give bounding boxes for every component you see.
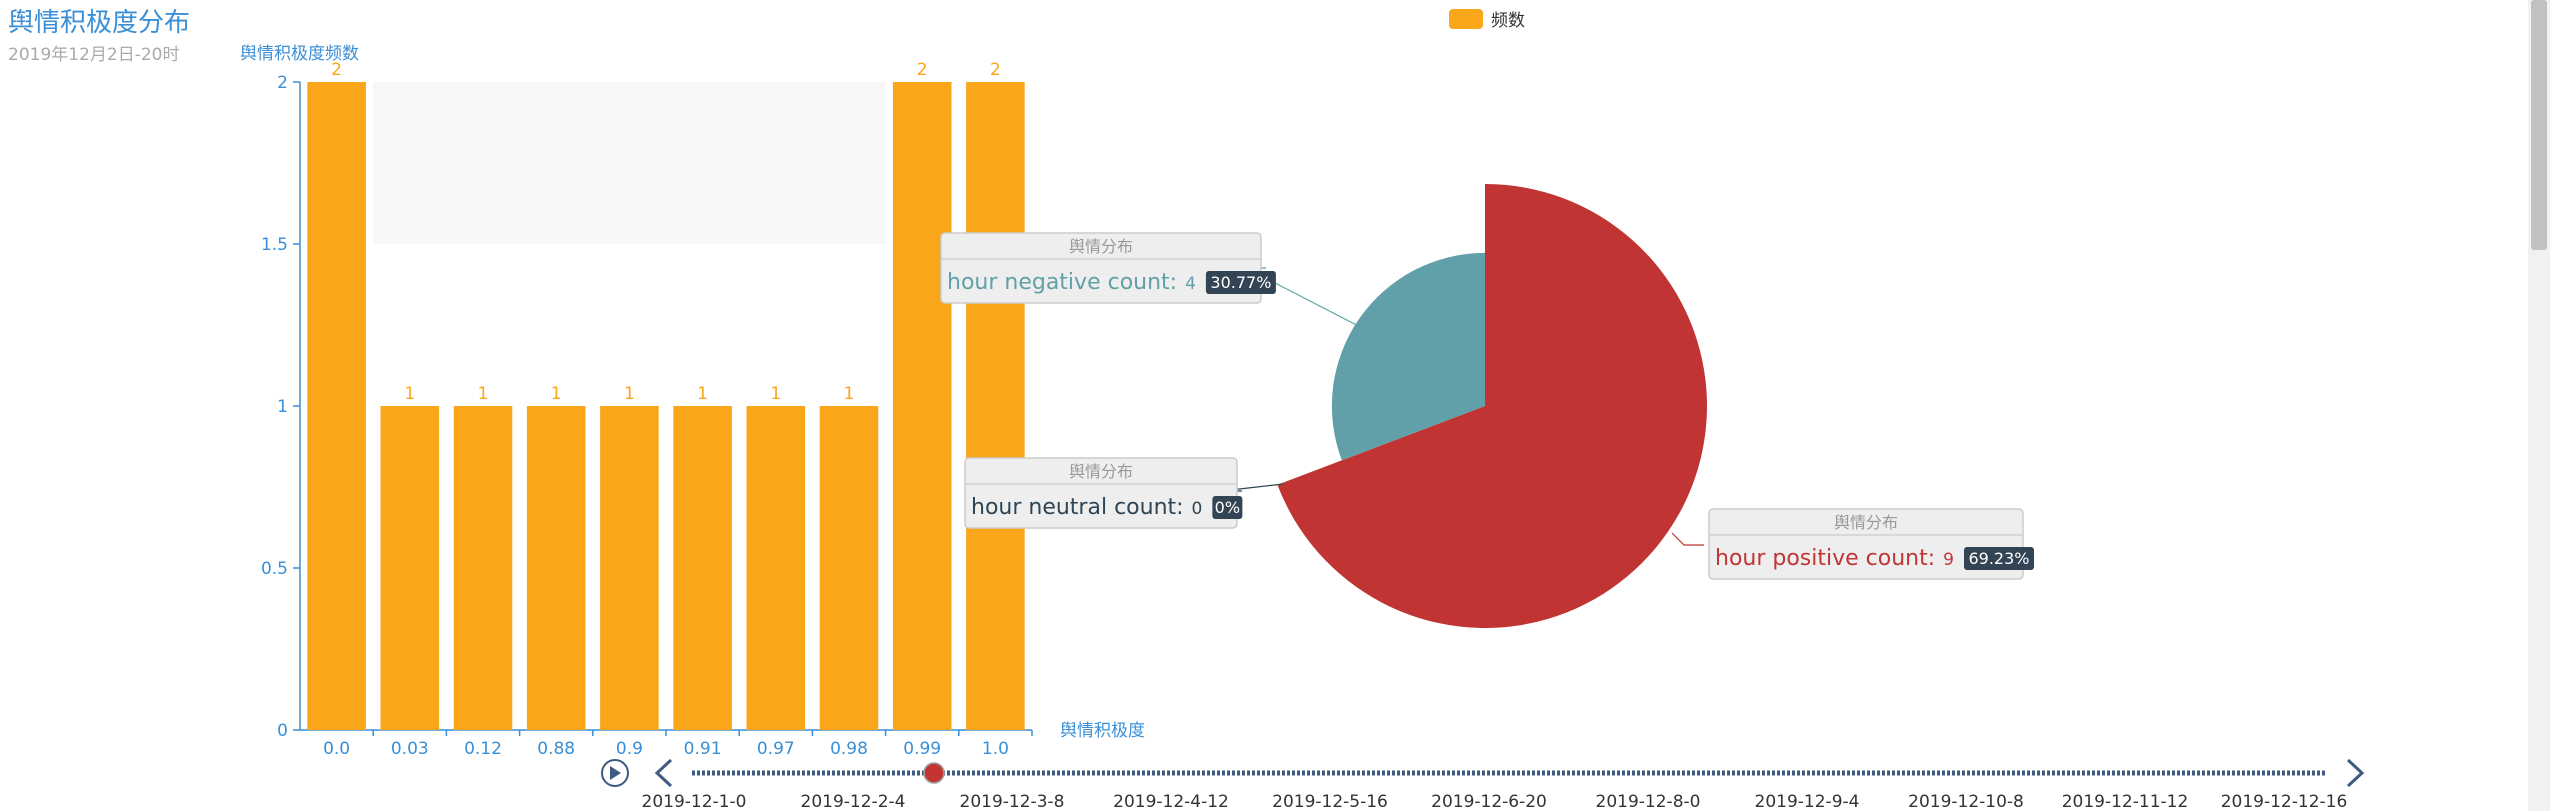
slice-percent-badge (1205, 271, 1276, 294)
bar[interactable] (966, 82, 1025, 730)
bar[interactable] (600, 406, 659, 730)
play-button[interactable] (601, 759, 629, 787)
bar-value-label: 1 (770, 384, 781, 404)
hover-shade (373, 82, 886, 244)
scrollbar-thumb[interactable] (2531, 0, 2547, 250)
prev-arrow-icon[interactable] (654, 758, 673, 788)
legend-label: 频数 (1491, 11, 1525, 31)
slice-value: 9 (1943, 550, 1954, 570)
timeline-label[interactable]: 2019-12-11-12 (2062, 792, 2189, 811)
bar-value-label: 1 (697, 384, 708, 404)
label-box-series-name: 舆情分布 (1069, 237, 1133, 256)
vertical-scrollbar[interactable] (2528, 0, 2550, 811)
timeline-current-marker[interactable] (923, 762, 945, 784)
bar-value-label: 1 (404, 384, 415, 404)
bar-value-label: 1 (844, 384, 855, 404)
timeline-label[interactable]: 2019-12-9-4 (1755, 792, 1860, 811)
x-tick-label: 0.0 (323, 739, 350, 759)
label-leader-line (1671, 532, 1704, 546)
timeline-label[interactable]: 2019-12-12-16 (2221, 792, 2348, 811)
bar[interactable] (892, 82, 952, 730)
y-tick-label: 1.5 (261, 235, 288, 255)
bar[interactable] (380, 406, 440, 730)
chart-title: 舆情积极度分布 (8, 8, 191, 38)
x-axis-label: 舆情积极度 (1060, 721, 1145, 741)
bar-value-label: 1 (478, 384, 489, 404)
label-box-series-name: 舆情分布 (1069, 462, 1133, 481)
bar-value-label: 1 (624, 384, 635, 404)
bar-value-label: 2 (331, 60, 342, 80)
bar[interactable] (453, 406, 513, 730)
y-axis-label: 舆情积极度频数 (240, 44, 359, 64)
timeline-label[interactable]: 2019-12-10-8 (1908, 792, 2024, 811)
legend[interactable]: 频数 (1449, 6, 1525, 31)
next-arrow-icon[interactable] (2346, 758, 2365, 788)
y-tick-label: 0 (277, 721, 288, 741)
slice-percent: 0% (1215, 498, 1240, 517)
timeline-label[interactable]: 2019-12-5-16 (1272, 792, 1388, 811)
pie-slice[interactable] (1331, 252, 1485, 461)
label-box (940, 232, 1262, 304)
bar[interactable] (673, 406, 732, 730)
play-icon[interactable] (610, 766, 621, 780)
slice-label: hour negative count: (947, 270, 1177, 295)
label-box (964, 457, 1238, 529)
slice-percent: 30.77% (1210, 273, 1271, 292)
timeline-label[interactable]: 2019-12-6-20 (1431, 792, 1547, 811)
slice-value: 0 (1192, 499, 1203, 519)
timeline-label[interactable]: 2019-12-4-12 (1113, 792, 1229, 811)
timeline-label[interactable]: 2019-12-2-4 (801, 792, 906, 811)
slice-label: hour positive count: (1715, 546, 1935, 571)
bar-value-label: 2 (917, 60, 928, 80)
y-tick-label: 1 (277, 397, 288, 417)
x-tick-label: 0.91 (684, 739, 722, 759)
bar-value-label: 1 (551, 384, 562, 404)
label-box-series-name: 舆情分布 (1834, 513, 1898, 532)
legend-swatch (1449, 8, 1483, 29)
slice-label: hour neutral count: (971, 495, 1184, 520)
x-tick-label: 0.88 (537, 739, 575, 759)
y-tick-label: 0.5 (261, 559, 288, 579)
bar[interactable] (526, 406, 586, 730)
label-box (1708, 508, 2024, 580)
bar[interactable] (307, 82, 366, 730)
x-tick-label: 0.99 (903, 739, 941, 759)
bar-value-label: 2 (990, 60, 1001, 80)
chart-subtitle: 2019年12月2日-20时 (8, 45, 180, 65)
x-tick-label: 0.03 (391, 739, 429, 759)
slice-percent-badge (1963, 547, 2034, 570)
timeline-label[interactable]: 2019-12-3-8 (960, 792, 1065, 811)
x-tick-label: 1.0 (982, 739, 1009, 759)
pie-slice[interactable] (1277, 183, 1708, 628)
x-tick-label: 0.98 (830, 739, 868, 759)
slice-percent: 69.23% (1968, 549, 2029, 568)
x-tick-label: 0.9 (616, 739, 643, 759)
timeline-label[interactable]: 2019-12-8-0 (1596, 792, 1701, 811)
slice-value: 4 (1185, 274, 1196, 294)
x-tick-label: 0.97 (757, 739, 795, 759)
bar[interactable] (819, 406, 879, 730)
y-tick-label: 2 (277, 73, 288, 93)
slice-percent-badge (1212, 496, 1243, 519)
x-tick-label: 0.12 (464, 739, 502, 759)
timeline-label[interactable]: 2019-12-1-0 (642, 792, 747, 811)
bar[interactable] (746, 406, 806, 730)
